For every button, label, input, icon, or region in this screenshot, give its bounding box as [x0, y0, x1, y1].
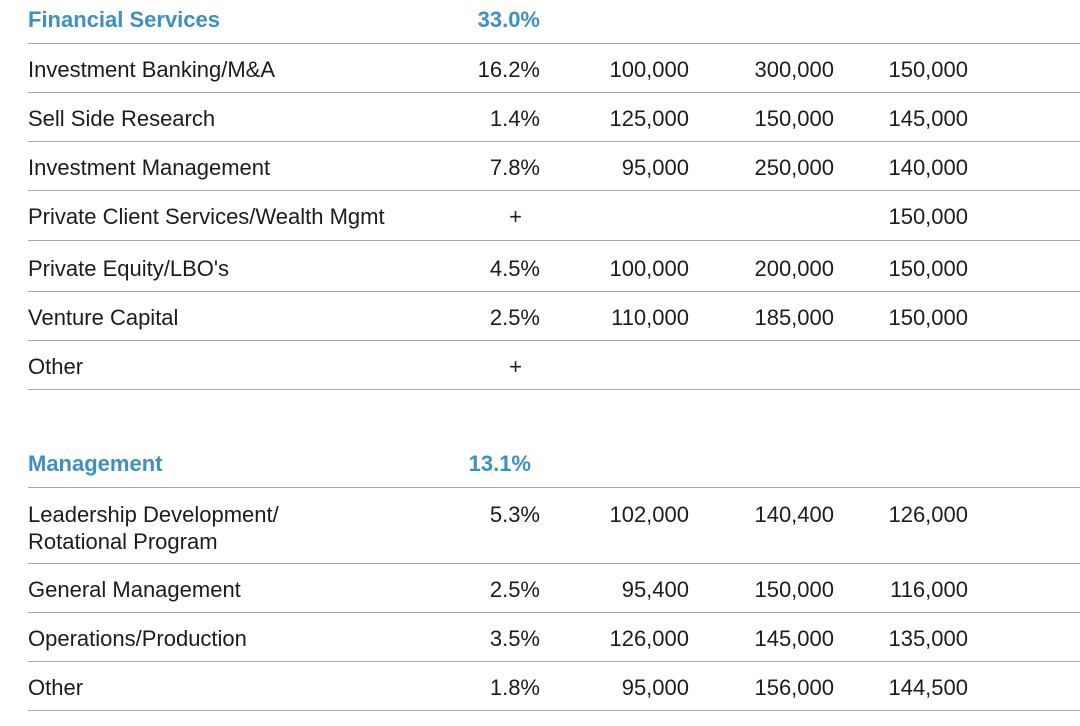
row-percent: +	[509, 354, 522, 379]
table-row: Private Client Services/Wealth Mgmt + 15…	[28, 191, 1080, 241]
row-median: 126,000	[888, 502, 968, 527]
row-median: 144,500	[888, 675, 968, 700]
row-label: Investment Management	[28, 155, 271, 180]
row-median: 145,000	[888, 106, 968, 131]
table-row: Sell Side Research 1.4% 125,000 150,000 …	[28, 93, 1080, 142]
row-percent: 4.5%	[489, 256, 540, 281]
row-label-line2: Rotational Program	[28, 529, 218, 554]
row-low: 110,000	[611, 305, 689, 330]
row-median: 150,000	[888, 57, 968, 82]
row-label: Operations/Production	[28, 626, 247, 651]
row-label: General Management	[28, 577, 241, 602]
row-percent: 7.8%	[489, 155, 540, 180]
row-high: 185,000	[754, 305, 834, 330]
row-high: 140,400	[754, 502, 834, 527]
row-percent: 2.5%	[489, 305, 540, 330]
section-percent: 33.0%	[477, 7, 540, 32]
section-spacer	[28, 390, 1080, 439]
row-label: Investment Banking/M&A	[28, 57, 276, 82]
table-row: Operations/Production 3.5% 126,000 145,0…	[28, 613, 1080, 662]
row-label: Other	[28, 354, 84, 379]
section-header-financial-services: Financial Services 33.0%	[28, 0, 1080, 44]
table-row: Leadership Development/ Rotational Progr…	[28, 488, 1080, 564]
row-label: Private Client Services/Wealth Mgmt	[28, 204, 385, 229]
table-row: Other +	[28, 341, 1080, 390]
row-percent: 16.2%	[477, 57, 540, 82]
salary-table: Financial Services 33.0% Investment Bank…	[28, 0, 1080, 711]
row-low: 126,000	[609, 626, 689, 651]
row-label: Sell Side Research	[28, 106, 216, 131]
row-high: 150,000	[754, 577, 834, 602]
row-low: 95,000	[621, 675, 689, 700]
table-row: Other 1.8% 95,000 156,000 144,500	[28, 662, 1080, 711]
row-label: Venture Capital	[28, 305, 179, 330]
row-label: Private Equity/LBO's	[28, 256, 230, 281]
table-row: Investment Management 7.8% 95,000 250,00…	[28, 142, 1080, 191]
row-low: 95,400	[621, 577, 689, 602]
row-high: 150,000	[754, 106, 834, 131]
row-high: 145,000	[754, 626, 834, 651]
row-median: 150,000	[888, 256, 968, 281]
section-percent: 13.1%	[468, 451, 531, 476]
section-header-management: Management 13.1%	[28, 439, 1080, 488]
row-percent: 3.5%	[489, 626, 540, 651]
row-median: 135,000	[888, 626, 968, 651]
row-median: 140,000	[888, 155, 968, 180]
row-label: Leadership Development/ Rotational Progr…	[28, 501, 448, 555]
row-label: Other	[28, 675, 84, 700]
row-median: 116,000	[890, 577, 968, 602]
row-high: 200,000	[754, 256, 834, 281]
section-title: Financial Services	[28, 7, 220, 32]
table-row: Venture Capital 2.5% 110,000 185,000 150…	[28, 292, 1080, 341]
row-low: 125,000	[609, 106, 689, 131]
row-high: 156,000	[754, 675, 834, 700]
row-high: 300,000	[754, 57, 834, 82]
row-percent: 1.8%	[489, 675, 540, 700]
row-low: 100,000	[609, 256, 689, 281]
section-title: Management	[28, 451, 163, 476]
row-label-line1: Leadership Development/	[28, 502, 279, 527]
row-low: 95,000	[621, 155, 689, 180]
row-median: 150,000	[888, 204, 968, 229]
row-low: 102,000	[609, 502, 689, 527]
row-high: 250,000	[754, 155, 834, 180]
row-percent: 5.3%	[489, 502, 540, 527]
row-percent: 2.5%	[489, 577, 540, 602]
row-percent: 1.4%	[489, 106, 540, 131]
table-row: Investment Banking/M&A 16.2% 100,000 300…	[28, 44, 1080, 93]
row-median: 150,000	[888, 305, 968, 330]
row-percent: +	[509, 204, 522, 229]
table-row: Private Equity/LBO's 4.5% 100,000 200,00…	[28, 241, 1080, 292]
row-low: 100,000	[609, 57, 689, 82]
table-row: General Management 2.5% 95,400 150,000 1…	[28, 564, 1080, 613]
